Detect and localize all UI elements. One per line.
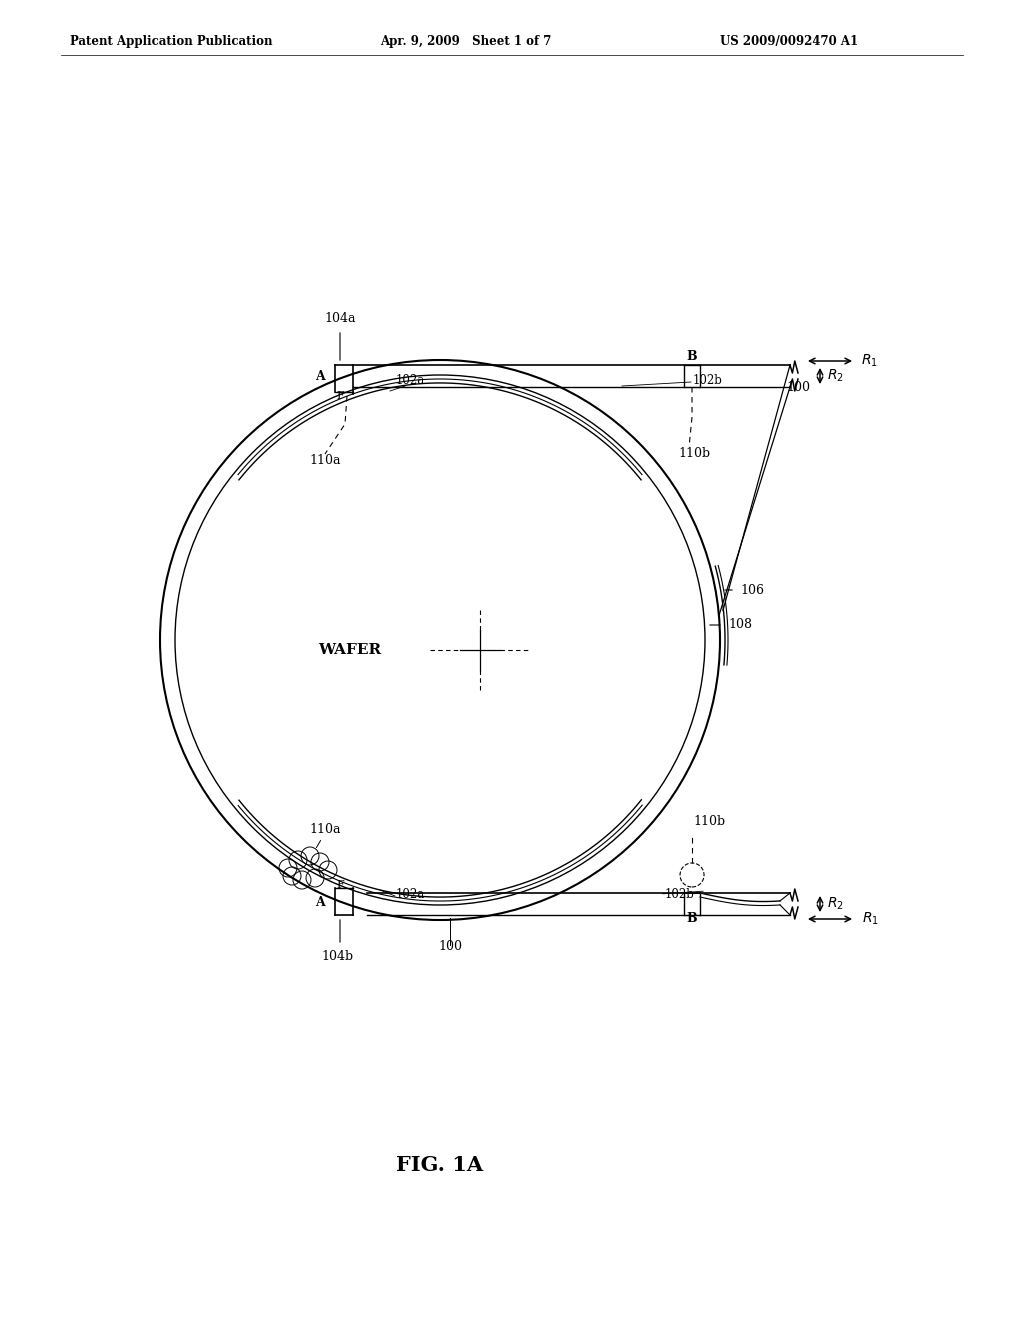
Text: $R_1$: $R_1$ <box>861 352 878 370</box>
Text: 102a: 102a <box>395 374 425 387</box>
Text: 102b: 102b <box>665 888 695 902</box>
Text: FIG. 1A: FIG. 1A <box>396 1155 483 1175</box>
Text: $R_2$: $R_2$ <box>827 368 844 384</box>
Text: Apr. 9, 2009   Sheet 1 of 7: Apr. 9, 2009 Sheet 1 of 7 <box>380 36 551 48</box>
Text: F: F <box>336 880 344 890</box>
Text: F: F <box>336 391 344 401</box>
Text: 102a: 102a <box>395 888 425 902</box>
Text: $R_1$: $R_1$ <box>862 911 879 927</box>
Text: $R_2$: $R_2$ <box>827 896 844 912</box>
Text: B: B <box>687 912 697 925</box>
Text: US 2009/0092470 A1: US 2009/0092470 A1 <box>720 36 858 48</box>
Text: Patent Application Publication: Patent Application Publication <box>70 36 272 48</box>
Text: 102b: 102b <box>693 374 723 387</box>
Text: 110a: 110a <box>309 454 341 467</box>
Text: 104b: 104b <box>321 950 353 964</box>
Text: 110b: 110b <box>678 447 710 459</box>
Text: WAFER: WAFER <box>318 643 382 657</box>
Text: 106: 106 <box>740 583 764 597</box>
Text: 110b: 110b <box>693 814 725 828</box>
Text: 100: 100 <box>786 381 810 393</box>
Text: 104a: 104a <box>325 312 355 325</box>
Text: 110a: 110a <box>309 822 341 836</box>
Text: 108: 108 <box>728 619 752 631</box>
Text: A: A <box>315 370 325 383</box>
Text: A: A <box>315 896 325 909</box>
Text: 100: 100 <box>438 940 462 953</box>
Text: B: B <box>687 350 697 363</box>
